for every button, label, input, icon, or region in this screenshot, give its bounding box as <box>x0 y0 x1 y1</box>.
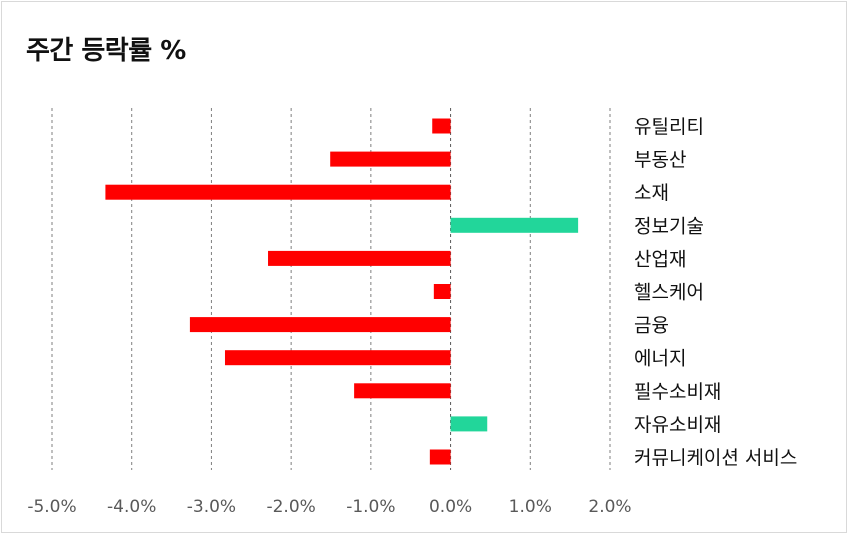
x-tick-label: 2.0% <box>588 497 631 517</box>
bar <box>189 317 451 333</box>
category-label: 소재 <box>634 182 669 204</box>
category-label: 유틸리티 <box>634 116 704 138</box>
category-label: 정보기술 <box>634 215 704 237</box>
bar <box>450 217 579 233</box>
chart-title: 주간 등락률 % <box>26 36 186 66</box>
bar <box>268 250 451 266</box>
bar <box>433 284 451 299</box>
category-label: 헬스케어 <box>634 282 704 304</box>
x-tick-label: -1.0% <box>346 497 395 517</box>
x-tick-label: -5.0% <box>27 497 76 517</box>
bar <box>429 449 451 465</box>
bar <box>450 416 488 432</box>
category-label: 부동산 <box>634 149 686 171</box>
bar <box>330 151 451 167</box>
category-label: 커뮤니케이션 서비스 <box>634 447 797 469</box>
x-tick-label: -4.0% <box>107 497 156 517</box>
bar <box>432 118 451 134</box>
x-tick-label: -3.0% <box>187 497 236 517</box>
category-label: 산업재 <box>634 248 686 270</box>
x-tick-label: -2.0% <box>266 497 315 517</box>
x-tick-label: 1.0% <box>509 497 552 517</box>
category-label: 금융 <box>634 315 669 337</box>
category-label: 필수소비재 <box>634 381 721 403</box>
bar <box>354 383 451 399</box>
x-tick-label: 0.0% <box>429 497 472 517</box>
category-label: 에너지 <box>634 348 686 370</box>
bar <box>224 350 451 366</box>
bar <box>105 184 451 200</box>
category-label: 자유소비재 <box>634 414 721 436</box>
